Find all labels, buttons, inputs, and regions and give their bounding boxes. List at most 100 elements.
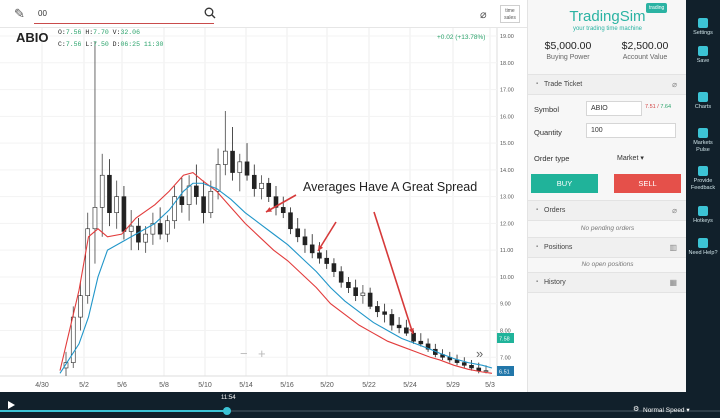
candle-body [63, 362, 69, 369]
pencil-icon[interactable]: ✎ [14, 6, 25, 21]
fast-forward-icon[interactable]: » [476, 346, 484, 361]
annotation-arrowhead [266, 207, 272, 212]
bar-chart-icon[interactable]: ▥ [669, 243, 677, 252]
candle-body [382, 311, 387, 315]
account-value-value: $2,500.00 [621, 40, 669, 52]
y-tick-label: 7.00 [500, 355, 511, 361]
ohlc-volume-label: V: [112, 29, 121, 36]
chart-canvas[interactable]: 4/30 5/2 5/6 5/8 5/10 5/14 5/16 5/20 5/22 5/24 5/2… [0, 28, 527, 392]
sidebar-item-markets-pulse[interactable]: Markets Pulse [686, 128, 720, 153]
candle-body [172, 196, 177, 222]
no-positions-text: No open positions [581, 261, 634, 268]
chart-icon [698, 92, 708, 102]
gear-icon [698, 18, 708, 28]
sell-button[interactable]: SELL [614, 174, 681, 193]
candle-body [411, 332, 416, 342]
sidebar-item-help[interactable]: Need Help? [686, 238, 720, 257]
sidebar-item-settings[interactable]: Settings [686, 18, 720, 37]
candle-body [223, 150, 228, 165]
y-tick-label: 11.00 [500, 248, 513, 254]
ask-price: 7.64 [660, 104, 672, 110]
history-header[interactable]: ▪ History ▦ [528, 272, 687, 293]
ohlc-high: 7.70 [93, 29, 109, 36]
symbol-input[interactable]: ABIO [586, 101, 642, 116]
buy-button[interactable]: BUY [531, 174, 598, 193]
sidebar-item-hotkeys[interactable]: Hotkeys [686, 206, 720, 225]
candle-body [208, 190, 214, 214]
orders-label: Orders [544, 207, 566, 214]
y-tick-label: 9.00 [500, 302, 511, 308]
candle-body [121, 196, 127, 232]
price-chart[interactable]: 4/30 5/2 5/6 5/8 5/10 5/14 5/16 5/20 5/22 5/24 5/2… [0, 28, 527, 392]
y-tick-label: 19.00 [500, 34, 514, 40]
annotation-arrowhead [408, 328, 414, 334]
playback-time: 11:54 [221, 395, 236, 401]
moving-average-line [59, 182, 493, 374]
zoom-out-button[interactable]: − [240, 346, 248, 361]
symbol-label: Symbol [534, 105, 560, 114]
candle-body [469, 364, 474, 369]
ohlc-low: 7.50 [93, 41, 109, 48]
chevron-icon: ▪ [536, 244, 539, 250]
candle-body [186, 185, 192, 205]
playback-handle[interactable] [222, 407, 231, 415]
brand-badge: trading [646, 3, 668, 13]
chevron-icon: ▪ [536, 81, 539, 87]
sidebar-item-label: Provide Feedback [690, 178, 716, 191]
app-tagline: your trading time machine [572, 26, 643, 32]
candle-body [461, 362, 467, 366]
paperclip-icon[interactable]: ⌀ [480, 9, 487, 21]
x-tick-label: 5/2 [79, 382, 89, 389]
trade-ticket-header[interactable]: ▪ Trade Ticket ⌀ [528, 74, 687, 95]
search-icon[interactable] [204, 7, 216, 19]
order-type-label: Order type [534, 154, 570, 163]
paperclip-icon[interactable]: ⌀ [672, 206, 677, 215]
candle-body [266, 182, 272, 197]
candle-body [346, 282, 351, 288]
play-icon[interactable] [8, 401, 15, 409]
chevron-icon: ▪ [536, 279, 539, 285]
zoom-in-button[interactable]: + [258, 346, 266, 361]
ohlc-open-label: O: [58, 29, 66, 36]
candle-body [418, 340, 424, 345]
playback-track[interactable] [0, 407, 720, 415]
candle-body [157, 223, 163, 235]
orders-header[interactable]: ▪ Orders ⌀ [528, 200, 687, 221]
sidebar-item-charts[interactable]: Charts [686, 92, 720, 111]
candle-body [425, 343, 431, 350]
candle-body [78, 295, 83, 318]
y-tick-label: 8.00 [500, 328, 511, 334]
moving-average-line [59, 171, 493, 374]
buying-power: $5,000.00 Buying Power [533, 40, 603, 61]
sidebar-item-label: Save [696, 58, 710, 64]
history-label: History [544, 279, 566, 286]
candle-body [404, 327, 409, 334]
y-tick-label: 18.00 [500, 61, 514, 67]
sidebar-item-save[interactable]: Save [686, 46, 720, 65]
y-tick-label: 16.00 [500, 114, 514, 120]
sidebar-item-feedback[interactable]: Provide Feedback [686, 166, 720, 191]
candle-body [143, 233, 148, 243]
speed-select[interactable]: Normal Speed ▾ [643, 407, 690, 414]
annotation-arrow [373, 211, 414, 335]
paperclip-icon[interactable]: ⌀ [672, 80, 677, 89]
price-tag [497, 333, 514, 343]
symbol-search-input[interactable]: 00 [34, 4, 214, 24]
order-type-select[interactable]: Market ▾ [617, 155, 644, 162]
candle-body [288, 212, 293, 230]
candle-body [389, 314, 395, 326]
positions-header[interactable]: ▪ Positions ▥ [528, 237, 687, 258]
history-icon[interactable]: ▦ [669, 278, 677, 287]
x-tick-label: 5/16 [280, 382, 294, 389]
candle-body [302, 236, 308, 246]
account-value-label: Account Value [622, 54, 668, 61]
candle-body [396, 324, 402, 329]
candle-body [259, 182, 264, 189]
sidebar-item-label: Markets Pulse [693, 140, 713, 153]
annotation-arrow [265, 194, 297, 213]
y-tick-label: 12.00 [500, 221, 514, 227]
quantity-input[interactable]: 100 [586, 123, 676, 138]
time-sales-button[interactable]: time sales [500, 5, 520, 23]
gear-icon[interactable]: ⚙ [633, 406, 640, 413]
candle-body [251, 174, 257, 189]
